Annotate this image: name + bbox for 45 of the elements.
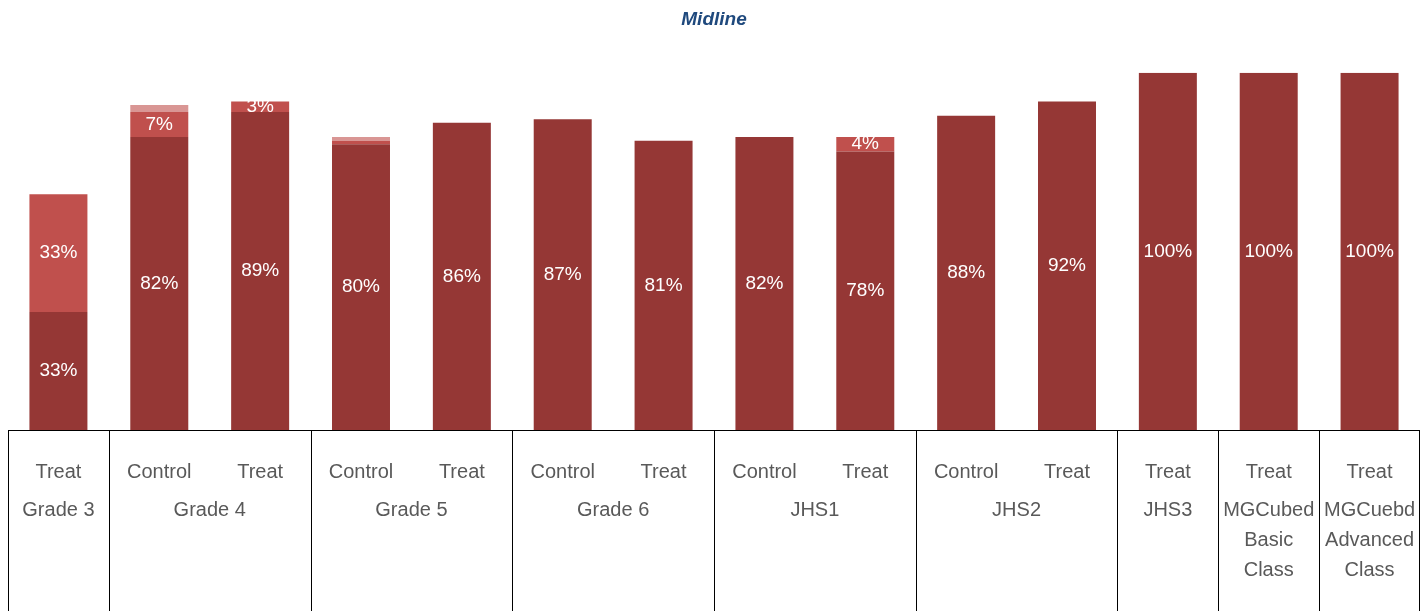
category-label: Control JHS2 (933, 459, 1042, 520)
bar (432, 122, 491, 430)
data-label: 100% (1143, 239, 1193, 261)
data-label: 82% (745, 271, 784, 293)
data-label: 80% (341, 275, 381, 297)
bar (634, 140, 693, 430)
bar (29, 194, 88, 313)
chart-title: Midline (681, 7, 748, 29)
category-label: Treat MGCuebd Advanced Class (1323, 459, 1416, 580)
data-label: 88% (947, 261, 986, 283)
data-label: 86% (442, 264, 481, 286)
bar (29, 312, 88, 430)
data-label: 87% (543, 262, 582, 284)
data-label: 78% (846, 278, 885, 300)
data-label: 33% (39, 241, 78, 263)
data-label: 82% (140, 271, 179, 293)
data-label: 100% (1244, 239, 1294, 261)
bar (735, 137, 794, 430)
bar (937, 115, 996, 430)
bar (1138, 72, 1197, 430)
x-tick-label: Treat (1044, 459, 1091, 482)
bar (1239, 72, 1298, 430)
category-label: Treat JHS3 (1143, 459, 1193, 520)
bar (231, 112, 290, 430)
bar (130, 137, 189, 430)
x-tick-label: Treat (842, 459, 889, 482)
category-label: Treat Grade 3 (22, 459, 95, 520)
data-label: 7% (145, 112, 174, 134)
data-label: 33% (39, 359, 78, 381)
x-tick-label: Treat (438, 459, 486, 482)
data-label: 89% (241, 259, 280, 281)
bar (130, 104, 189, 113)
data-label: 92% (1047, 253, 1087, 275)
bar (1340, 72, 1399, 430)
bar (332, 137, 390, 141)
bar (533, 119, 592, 430)
data-label: 100% (1345, 239, 1394, 261)
bar (836, 151, 895, 430)
bar (1038, 101, 1096, 430)
bar (332, 144, 390, 430)
x-tick-label: Treat (237, 459, 284, 482)
x-tick-label: Treat (640, 459, 687, 482)
category-label: Treat MGCubed Basic Class (1223, 459, 1315, 580)
category-label: Control JHS1 (732, 459, 840, 520)
data-label: 81% (644, 273, 683, 295)
